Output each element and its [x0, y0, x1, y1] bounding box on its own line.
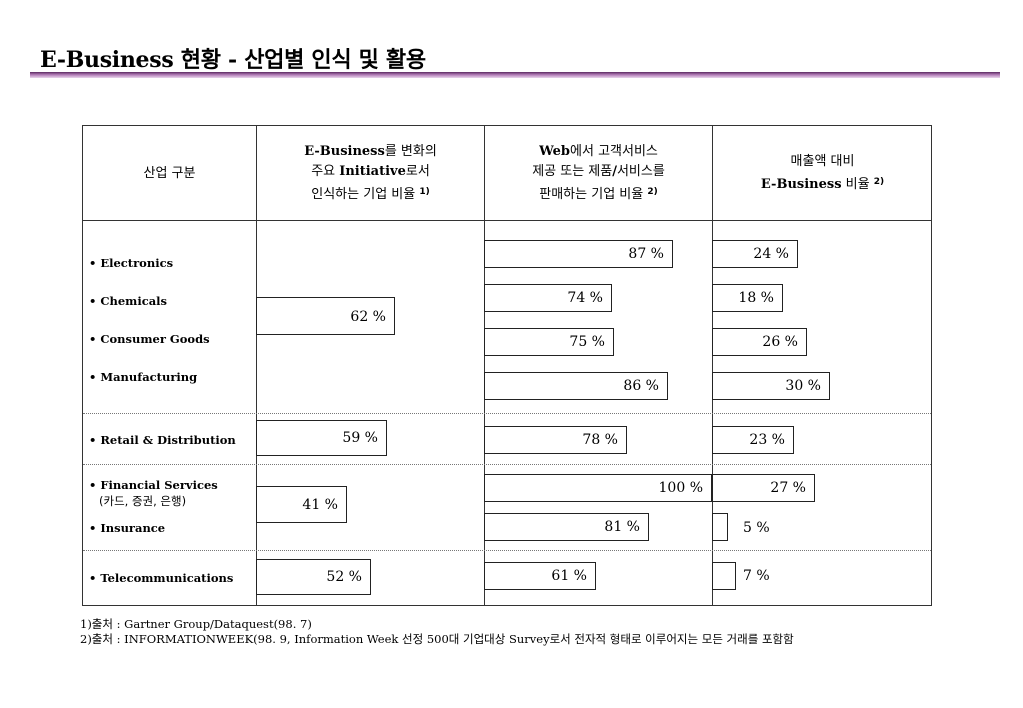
header-revenue-bold: E-Business	[760, 177, 842, 192]
revenue-bar: 23 %	[712, 426, 794, 454]
header-web-text: 서비스를	[616, 164, 665, 179]
column-divider	[712, 126, 713, 605]
web-bar: 100 %	[484, 474, 712, 502]
bar-value: 87 %	[628, 246, 664, 262]
industry-label: • Financial Services	[89, 478, 218, 492]
bar-value: 100 %	[658, 480, 703, 496]
column-divider	[256, 126, 257, 605]
header-web-text: 에서 고객서비스	[570, 144, 658, 159]
revenue-bar: 30 %	[712, 372, 830, 400]
row-divider	[83, 464, 931, 465]
initiative-bar: 52 %	[256, 559, 371, 595]
footnote-marker: 1)	[419, 187, 430, 197]
industry-label: • Chemicals	[89, 294, 168, 308]
web-bar: 87 %	[484, 240, 673, 268]
bar-value: 81 %	[604, 519, 640, 535]
bar-value: 23 %	[749, 432, 785, 448]
header-revenue: 매출액 대비 E-Business 비율 2)	[713, 126, 932, 221]
revenue-bar: 26 %	[712, 328, 807, 356]
industry-sublabel: (카드, 증권, 은행)	[99, 494, 187, 508]
bar-value: 18 %	[738, 290, 774, 306]
footnote-marker: 2)	[647, 187, 658, 197]
footnote-marker: 2)	[873, 177, 885, 187]
header-initiative-text: 를 변화의	[384, 144, 437, 159]
bar-value: 26 %	[762, 334, 798, 350]
header-initiative-text: 주요	[311, 164, 340, 179]
footnote-1: 1)출처 : Gartner Group/Dataquest(98. 7)	[80, 617, 312, 631]
bar-value: 74 %	[567, 290, 603, 306]
bar-value: 7 %	[743, 568, 770, 584]
bar-value: 59 %	[342, 430, 378, 446]
bar-value: 24 %	[753, 246, 789, 262]
column-divider	[484, 126, 485, 605]
revenue-bar: 24 %	[712, 240, 798, 268]
web-bar: 75 %	[484, 328, 614, 356]
footnote-2: 2)출처 : INFORMATIONWEEK(98. 9, Informatio…	[80, 632, 794, 646]
industry-table: 산업 구분 E-Business를 변화의 주요 Initiative로서 인식…	[82, 125, 932, 606]
page-title: E-Business 현황 - 산업별 인식 및 활용	[40, 47, 426, 73]
title-underline	[30, 72, 1000, 78]
row-divider	[83, 550, 931, 551]
header-revenue-text: 매출액 대비	[790, 154, 855, 169]
revenue-bar: 18 %	[712, 284, 783, 312]
web-bar: 74 %	[484, 284, 612, 312]
initiative-bar: 62 %	[256, 297, 395, 335]
header-divider	[83, 220, 931, 221]
footnotes: 1)출처 : Gartner Group/Dataquest(98. 7) 2)…	[80, 617, 794, 647]
revenue-bar	[712, 513, 728, 541]
header-initiative-text: 로서	[405, 164, 430, 179]
revenue-bar: 27 %	[712, 474, 815, 502]
header-revenue-text: 비율	[841, 177, 874, 192]
header-industry-label: 산업 구분	[143, 165, 196, 181]
industry-label: • Retail & Distribution	[89, 433, 236, 447]
header-initiative: E-Business를 변화의 주요 Initiative로서 인식하는 기업 …	[257, 126, 484, 221]
initiative-bar: 41 %	[256, 486, 347, 523]
initiative-bar: 59 %	[256, 420, 387, 456]
bar-value: 62 %	[350, 309, 386, 325]
bar-value: 30 %	[785, 378, 821, 394]
bar-value: 86 %	[623, 378, 659, 394]
header-web: Web에서 고객서비스 제공 또는 제품/서비스를 판매하는 기업 비율 2)	[485, 126, 712, 221]
industry-label: • Manufacturing	[89, 370, 198, 384]
header-initiative-lead: E-Business	[304, 144, 385, 159]
web-bar: 61 %	[484, 562, 596, 590]
header-web-slash: /	[612, 164, 617, 179]
header-initiative-bold: Initiative	[339, 164, 406, 179]
header-web-text: 제공 또는 제품	[532, 164, 613, 179]
industry-label: • Telecommunications	[89, 571, 234, 585]
revenue-bar	[712, 562, 736, 590]
bar-value: 41 %	[302, 497, 338, 513]
bar-value: 61 %	[551, 568, 587, 584]
row-divider	[83, 413, 931, 414]
header-industry: 산업 구분	[83, 126, 256, 221]
web-bar: 86 %	[484, 372, 668, 400]
industry-label: • Consumer Goods	[89, 332, 210, 346]
web-bar: 81 %	[484, 513, 649, 541]
bar-value: 5 %	[743, 520, 770, 536]
bar-value: 52 %	[326, 569, 362, 585]
header-initiative-text: 인식하는 기업 비율	[311, 187, 420, 202]
header-web-text: 판매하는 기업 비율	[539, 187, 648, 202]
web-bar: 78 %	[484, 426, 627, 454]
bar-value: 27 %	[770, 480, 806, 496]
header-web-lead: Web	[539, 144, 571, 159]
industry-label: • Electronics	[89, 256, 174, 270]
bar-value: 75 %	[569, 334, 605, 350]
bar-value: 78 %	[582, 432, 618, 448]
industry-label: • Insurance	[89, 521, 166, 535]
